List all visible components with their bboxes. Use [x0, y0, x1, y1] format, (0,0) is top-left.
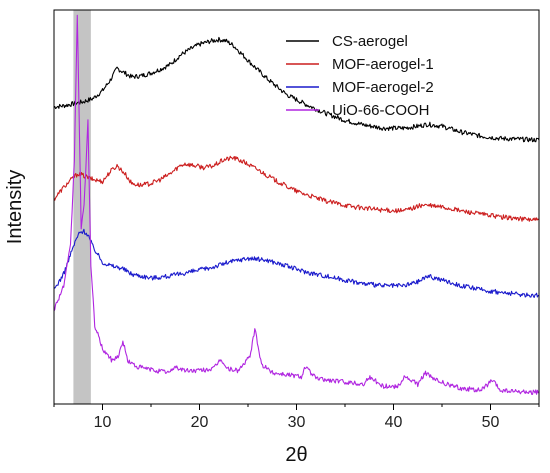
series-line-mof-aerogel-2	[53, 228, 540, 299]
x-tick-label: 40	[385, 414, 403, 431]
x-tick-label: 50	[482, 414, 500, 431]
x-tick-label: 10	[94, 414, 112, 431]
highlight-band-layer	[73, 10, 91, 404]
legend: CS-aerogel MOF-aerogel-1 MOF-aerogel-2 UiO-…	[286, 33, 434, 119]
series-layer	[53, 14, 540, 395]
x-tick-label: 30	[288, 414, 306, 431]
x-tick-label: 20	[191, 414, 209, 431]
series-line-mof-aerogel-1	[53, 155, 540, 222]
series-line-cs-aerogel	[53, 36, 540, 143]
legend-label: MOF-aerogel-1	[332, 56, 434, 73]
highlight-band	[73, 10, 91, 404]
y-axis-label: Intensity	[4, 170, 26, 244]
series-line-uio-66-cooh	[53, 14, 540, 395]
x-axis-label: 2θ	[285, 444, 307, 466]
legend-label: UiO-66-COOH	[332, 102, 430, 119]
legend-label: MOF-aerogel-2	[332, 79, 434, 96]
legend-label: CS-aerogel	[332, 33, 408, 50]
x-axis: 10 20 30 40 50	[53, 404, 540, 431]
plot-frame	[53, 9, 540, 405]
